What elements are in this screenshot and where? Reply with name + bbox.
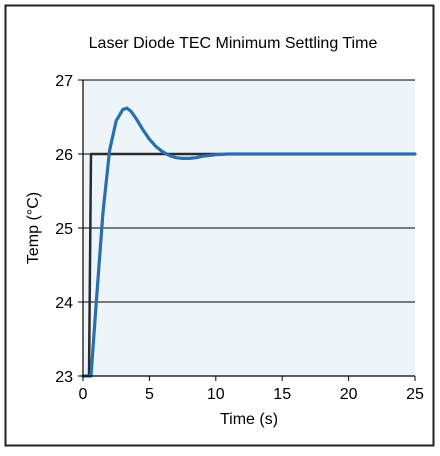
x-tick-label: 0 <box>79 386 88 403</box>
x-axis-label: Time (s) <box>220 411 278 428</box>
x-tick-label: 20 <box>340 386 358 403</box>
series-layer <box>81 106 417 378</box>
x-tick-label: 5 <box>145 386 154 403</box>
x-tick-label: 15 <box>273 386 291 403</box>
chart-title: Laser Diode TEC Minimum Settling Time <box>89 35 378 52</box>
x-tick-label: 10 <box>207 386 225 403</box>
x-tick-label: 25 <box>406 386 424 403</box>
y-tick-label: 23 <box>55 369 73 386</box>
y-tick-label: 27 <box>55 73 73 90</box>
y-axis-label: Temp (°C) <box>25 192 42 264</box>
y-tick-label: 25 <box>55 221 73 238</box>
x-tick-labels: 0 5 10 15 20 25 <box>79 376 424 403</box>
y-tick-label: 24 <box>55 295 73 312</box>
temperature-response-line <box>81 106 417 378</box>
y-tick-labels: 23 24 25 26 27 <box>55 73 83 386</box>
y-tick-label: 26 <box>55 147 73 164</box>
